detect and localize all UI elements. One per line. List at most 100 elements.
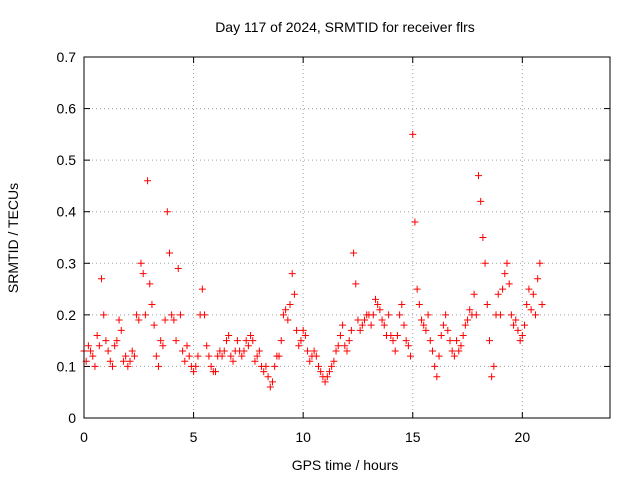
data-point bbox=[148, 301, 156, 309]
data-point bbox=[389, 337, 397, 345]
data-point bbox=[400, 321, 408, 329]
data-point bbox=[304, 347, 312, 355]
plot-frame bbox=[83, 56, 611, 419]
data-point bbox=[310, 347, 318, 355]
data-point bbox=[240, 347, 248, 355]
data-point bbox=[422, 326, 430, 334]
data-point bbox=[321, 378, 329, 386]
data-point bbox=[354, 316, 362, 324]
data-point bbox=[418, 316, 426, 324]
data-point bbox=[529, 290, 537, 298]
data-point bbox=[501, 270, 509, 278]
data-point bbox=[198, 285, 206, 293]
data-point bbox=[218, 352, 226, 360]
data-point bbox=[536, 259, 544, 267]
x-tick-label: 15 bbox=[405, 429, 421, 445]
data-point bbox=[150, 321, 158, 329]
data-point bbox=[133, 311, 141, 319]
data-point bbox=[369, 311, 377, 319]
x-axis-label: GPS time / hours bbox=[292, 457, 399, 473]
data-point bbox=[293, 326, 301, 334]
data-point bbox=[163, 208, 171, 216]
data-point bbox=[179, 347, 187, 355]
data-point bbox=[242, 337, 250, 345]
data-point bbox=[428, 347, 436, 355]
data-point bbox=[350, 249, 358, 257]
y-tick-label: 0.6 bbox=[57, 101, 77, 117]
data-point bbox=[453, 337, 461, 345]
data-point bbox=[339, 321, 347, 329]
data-point bbox=[229, 357, 237, 365]
data-point bbox=[415, 301, 423, 309]
data-point bbox=[466, 306, 474, 314]
data-point bbox=[251, 357, 259, 365]
data-point bbox=[227, 352, 235, 360]
x-tick-label: 20 bbox=[515, 429, 531, 445]
y-tick-label: 0.3 bbox=[57, 255, 77, 271]
data-point bbox=[128, 347, 136, 355]
data-points bbox=[80, 130, 546, 391]
data-point bbox=[137, 259, 145, 267]
y-tick-label: 0.7 bbox=[57, 49, 77, 65]
grid-lines bbox=[84, 57, 610, 418]
data-point bbox=[391, 347, 399, 355]
axis-ticks: 0 0.1 0.2 0.3 0.4 0.5 0.6 0.7 0 5 10 15 20 bbox=[57, 49, 610, 445]
data-point bbox=[512, 316, 520, 324]
data-point bbox=[317, 368, 325, 376]
data-point bbox=[260, 368, 268, 376]
data-point bbox=[207, 362, 215, 370]
data-point bbox=[104, 347, 112, 355]
data-point bbox=[106, 357, 114, 365]
data-point bbox=[111, 342, 119, 350]
data-point bbox=[374, 301, 382, 309]
data-point bbox=[398, 301, 406, 309]
data-point bbox=[185, 352, 193, 360]
data-point bbox=[98, 275, 106, 283]
x-tick-label: 10 bbox=[295, 429, 311, 445]
data-point bbox=[168, 311, 176, 319]
data-point bbox=[413, 285, 421, 293]
data-point bbox=[264, 373, 272, 381]
data-point bbox=[505, 280, 513, 288]
data-point bbox=[205, 352, 213, 360]
y-tick-label: 0.5 bbox=[57, 152, 77, 168]
data-point bbox=[534, 275, 542, 283]
data-point bbox=[352, 280, 360, 288]
data-point bbox=[190, 368, 198, 376]
data-point bbox=[152, 352, 160, 360]
data-point bbox=[411, 218, 419, 226]
data-point bbox=[244, 342, 252, 350]
data-point bbox=[457, 342, 465, 350]
data-point bbox=[490, 362, 498, 370]
data-point bbox=[450, 352, 458, 360]
data-point bbox=[277, 337, 285, 345]
data-point bbox=[194, 352, 202, 360]
data-point bbox=[172, 337, 180, 345]
data-point bbox=[124, 362, 132, 370]
data-point bbox=[358, 321, 366, 329]
data-point bbox=[233, 337, 241, 345]
data-point bbox=[402, 337, 410, 345]
data-point bbox=[288, 270, 296, 278]
data-point bbox=[174, 264, 182, 272]
data-point bbox=[284, 316, 292, 324]
data-point bbox=[183, 342, 191, 350]
data-point bbox=[268, 378, 276, 386]
data-point bbox=[483, 301, 491, 309]
data-point bbox=[385, 311, 393, 319]
data-point bbox=[387, 331, 395, 339]
data-point bbox=[282, 306, 290, 314]
data-point bbox=[431, 362, 439, 370]
data-point bbox=[336, 331, 344, 339]
data-point bbox=[424, 311, 432, 319]
data-point bbox=[155, 362, 163, 370]
data-point bbox=[170, 316, 178, 324]
data-point bbox=[253, 352, 261, 360]
data-point bbox=[378, 316, 386, 324]
data-point bbox=[328, 362, 336, 370]
data-point bbox=[507, 311, 515, 319]
data-point bbox=[341, 342, 349, 350]
data-point bbox=[141, 311, 149, 319]
data-point bbox=[212, 368, 219, 376]
data-point bbox=[367, 321, 375, 329]
